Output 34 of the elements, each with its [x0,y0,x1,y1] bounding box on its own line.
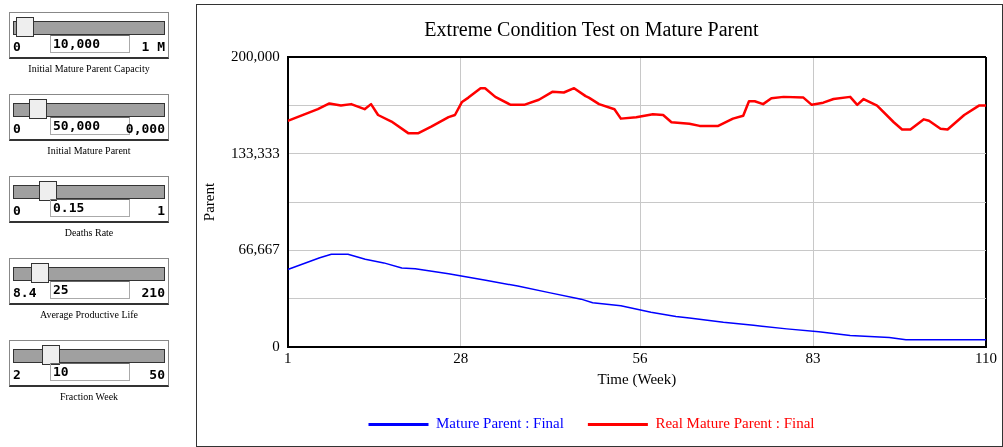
text: 0 [13,203,21,218]
text: 10 [50,363,130,381]
text: 0 [13,121,21,136]
text: Deaths Rate [63,227,115,238]
text: 0.15 [50,199,130,217]
legend-label: Real Mature Parent : Final [655,415,815,432]
y-tick-label: 200,000 [231,47,280,64]
x-tick-label: 28 [453,349,469,366]
text: Initial Mature Parent [46,145,132,156]
text: 210 [141,285,165,300]
y-tick-label: 133,333 [231,144,280,161]
text: Initial Mature Parent Capacity [27,63,151,74]
x-tick-label: 1 [284,349,292,366]
text: 1 M [141,39,165,54]
text: 1 [157,203,165,218]
x-tick-label: 83 [805,349,821,366]
text: 50 [149,367,165,382]
text: 10,000 [50,35,130,53]
x-axis-title: Time (Week) [597,370,677,388]
text: 0,000 [125,121,165,136]
y-tick-label: 0 [272,337,280,354]
text: 2 [13,367,21,382]
x-tick-label: 56 [632,349,649,366]
text: 25 [50,281,130,299]
x-tick-label: 110 [975,349,997,366]
text: 8.4 [13,285,37,300]
y-tick-label: 66,667 [238,241,281,258]
y-axis-title: Parent [200,182,217,222]
text: 0 [13,39,21,54]
text: Average Productive Life [38,309,140,320]
legend-label: Mature Parent : Final [435,415,564,432]
text: Fraction Week [58,391,120,402]
text: 50,000 [53,118,100,133]
chart-title: Extreme Condition Test on Mature Parent [424,18,760,41]
